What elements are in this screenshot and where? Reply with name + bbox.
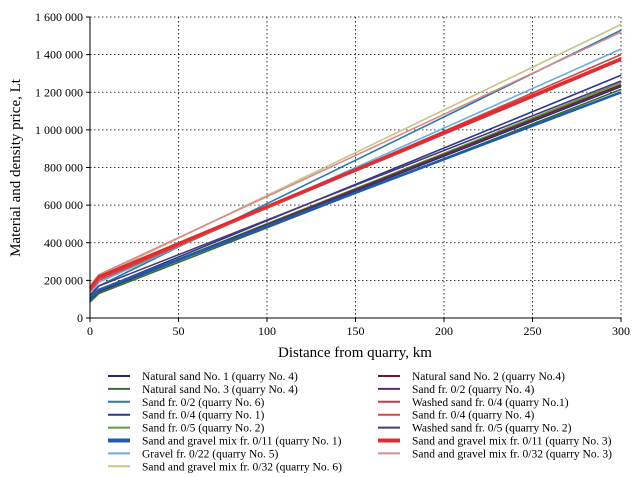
x-tick-label: 100 bbox=[258, 324, 276, 338]
legend-label: Natural sand No. 3 (quarry No. 4) bbox=[142, 384, 298, 396]
legend-label: Gravel fr. 0/22 (quarry No. 5) bbox=[142, 448, 279, 460]
series-line-14 bbox=[88, 57, 622, 289]
y-tick-label: 200 000 bbox=[44, 273, 83, 287]
legend-label: Sand and gravel mix fr. 0/32 (quarry No.… bbox=[412, 448, 612, 460]
legend-label: Sand fr. 0/5 (quarry No. 2) bbox=[142, 423, 264, 435]
series-line-13 bbox=[89, 80, 622, 296]
legend-label: Sand and gravel mix fr. 0/11 (quarry No.… bbox=[142, 436, 342, 448]
legend-label: Sand fr. 0/2 (quarry No. 6) bbox=[142, 397, 264, 409]
y-tick-label: 1 200 000 bbox=[35, 85, 83, 99]
y-tick-label: 1 000 000 bbox=[35, 123, 83, 137]
y-axis-title: Material and density price, Lt bbox=[8, 78, 24, 257]
series-line-6 bbox=[89, 91, 622, 301]
y-tick-label: 0 bbox=[77, 311, 83, 325]
series-lines bbox=[88, 23, 622, 303]
x-tick-label: 250 bbox=[524, 324, 542, 338]
legend: Natural sand No. 1 (quarry No. 4)Natural… bbox=[108, 371, 612, 473]
legend-label: Sand fr. 0/4 (quarry No. 1) bbox=[142, 410, 264, 422]
y-tick-label: 800 000 bbox=[44, 161, 83, 175]
x-tick-label: 200 bbox=[435, 324, 453, 338]
x-axis-title: Distance from quarry, km bbox=[278, 345, 432, 361]
legend-label: Sand fr. 0/4 (quarry No. 4) bbox=[412, 410, 534, 422]
legend-label: Sand and gravel mix fr. 0/32 (quarry No.… bbox=[142, 461, 342, 473]
x-tick-label: 50 bbox=[173, 324, 185, 338]
legend-label: Washed sand fr. 0/4 (quarry No.1) bbox=[412, 397, 569, 409]
x-tick-label: 0 bbox=[87, 324, 93, 338]
legend-label: Natural sand No. 1 (quarry No. 4) bbox=[142, 371, 298, 383]
y-tick-label: 1 600 000 bbox=[35, 10, 83, 24]
x-tick-label: 300 bbox=[612, 324, 630, 338]
series-line-11 bbox=[89, 59, 622, 291]
y-tick-label: 600 000 bbox=[44, 198, 83, 212]
y-tick-label: 1 400 000 bbox=[35, 48, 83, 62]
legend-label: Sand and gravel mix fr. 0/11 (quarry No.… bbox=[412, 436, 612, 448]
tick-labels: 0 200 000 400 000 600 000 800 000 1 000 000 1 … bbox=[35, 10, 630, 338]
legend-label: Sand fr. 0/2 (quarry No. 4) bbox=[412, 384, 534, 396]
legend-label: Washed sand fr. 0/5 (quarry No. 2) bbox=[412, 423, 572, 435]
y-tick-label: 400 000 bbox=[44, 236, 83, 250]
axes bbox=[86, 16, 622, 322]
legend-label: Natural sand No. 2 (quarry No.4) bbox=[412, 371, 565, 383]
x-tick-label: 150 bbox=[347, 324, 365, 338]
series-line-7 bbox=[89, 48, 622, 296]
